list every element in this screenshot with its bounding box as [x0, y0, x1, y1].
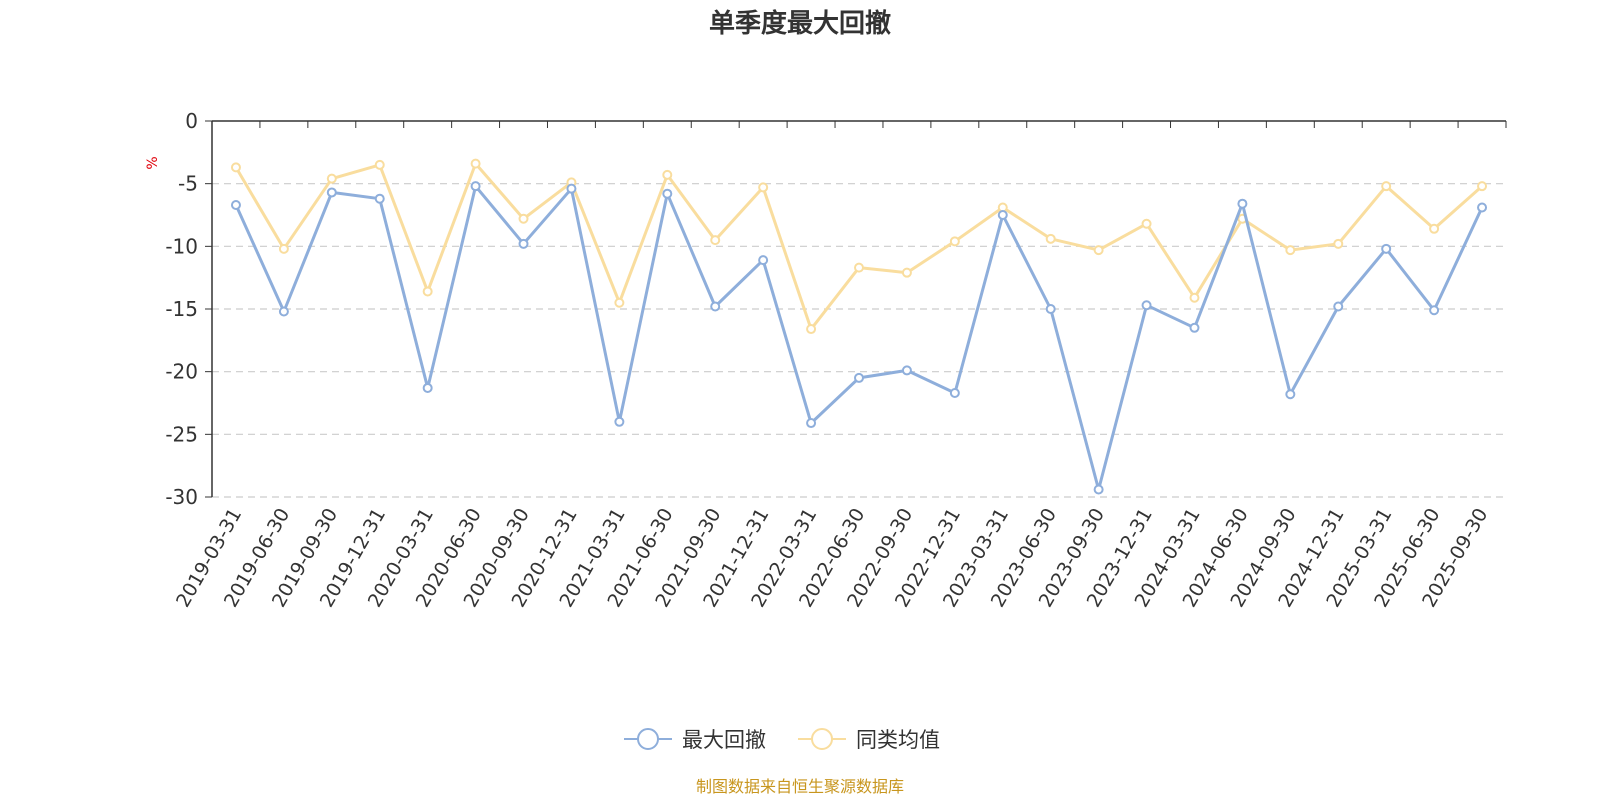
data-point	[1381, 243, 1392, 254]
y-tick-label: -5	[178, 172, 198, 196]
data-point	[710, 301, 721, 312]
data-point	[1189, 322, 1200, 333]
data-point	[470, 181, 481, 192]
source-note: 制图数据来自恒生聚源数据库	[696, 777, 904, 796]
legend-label: 同类均值	[856, 728, 940, 752]
data-point	[1237, 198, 1248, 209]
data-point	[854, 372, 864, 383]
legend-label: 最大回撤	[682, 728, 766, 752]
data-point	[470, 158, 481, 169]
data-point	[326, 173, 337, 184]
data-point	[566, 183, 577, 194]
data-point	[1189, 292, 1200, 303]
data-point	[1333, 238, 1344, 249]
y-tick-labels: 0 -5 -10 -15 -20 -25 -30	[165, 109, 198, 509]
data-point	[949, 387, 960, 398]
data-point	[662, 169, 673, 180]
data-point	[949, 236, 960, 247]
data-point	[806, 324, 817, 335]
data-point	[1093, 484, 1104, 495]
data-point	[1285, 245, 1296, 256]
data-point	[662, 188, 673, 199]
y-tick-label: -15	[165, 297, 198, 321]
legend: 最大回撤 同类均值	[624, 728, 940, 752]
data-point	[518, 213, 529, 224]
y-tick-label: 0	[185, 109, 198, 133]
axes	[205, 120, 1507, 498]
x-tick-labels: 2019-03-312019-06-302019-09-302019-12-31…	[172, 505, 1492, 612]
data-point	[1045, 304, 1056, 314]
y-tick-label: -20	[165, 360, 198, 384]
data-point	[901, 365, 912, 376]
data-point	[1141, 218, 1152, 229]
data-point	[326, 187, 337, 198]
data-point	[614, 297, 625, 308]
data-point	[1141, 300, 1152, 311]
legend-marker	[811, 728, 833, 750]
data-point	[230, 162, 241, 173]
data-point	[1429, 305, 1440, 316]
data-point	[374, 193, 385, 204]
data-point	[278, 243, 289, 254]
data-point	[1381, 181, 1392, 192]
data-point	[901, 267, 912, 278]
data-point	[1045, 233, 1056, 244]
data-point	[1477, 181, 1488, 192]
data-point	[422, 382, 433, 393]
data-point	[614, 416, 625, 427]
legend-marker	[637, 728, 659, 750]
y-tick-label: -10	[165, 234, 198, 258]
data-point	[278, 306, 289, 317]
data-point	[1333, 301, 1344, 312]
data-point	[854, 262, 864, 273]
series-line-1	[234, 184, 1484, 491]
data-point	[1477, 202, 1488, 213]
data-point	[518, 238, 529, 249]
y-axis-unit: %	[145, 156, 161, 169]
data-point	[230, 199, 241, 210]
data-point	[758, 255, 769, 266]
data-point	[710, 235, 721, 246]
data-point	[997, 210, 1008, 220]
data-point	[422, 286, 433, 297]
data-point	[1093, 245, 1104, 256]
data-point	[758, 182, 769, 193]
data-point	[1429, 223, 1440, 234]
data-point	[374, 159, 385, 170]
data-point	[806, 418, 817, 429]
y-tick-label: -25	[165, 422, 198, 446]
chart-title: 单季度最大回撤	[709, 8, 891, 39]
data-point	[1285, 389, 1296, 400]
y-tick-label: -30	[165, 485, 198, 509]
series-lines	[230, 158, 1488, 495]
